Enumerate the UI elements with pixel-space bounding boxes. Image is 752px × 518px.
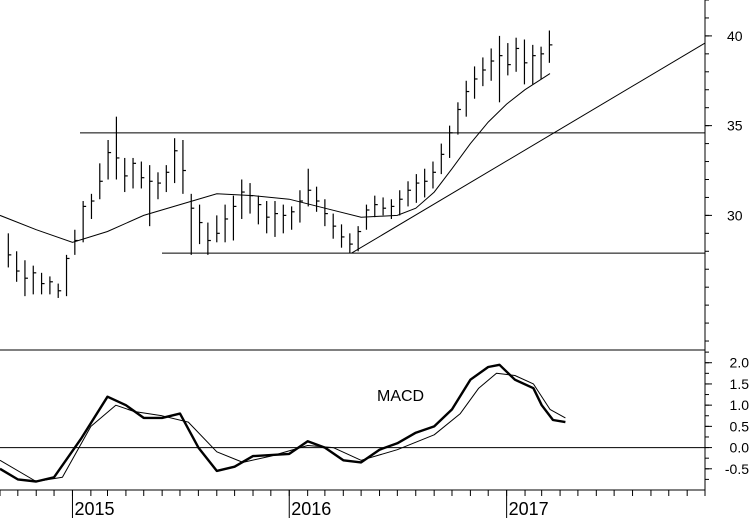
macd-label: MACD (377, 388, 424, 405)
price-bar (465, 80, 470, 117)
price-bar (307, 168, 312, 207)
price-bar (115, 116, 120, 180)
year-tick-label: 2016 (291, 499, 331, 518)
price-bar (107, 140, 112, 180)
price-bar (16, 251, 20, 282)
price-bar (507, 43, 511, 76)
price-bar (498, 35, 503, 103)
price-bar (374, 195, 378, 218)
price-bar (523, 39, 528, 85)
price-bar (424, 168, 428, 198)
price-bar (207, 222, 211, 255)
macd-tick-label: 1.5 (730, 376, 750, 392)
price-bar (57, 283, 62, 298)
price-bar (232, 195, 237, 241)
price-bar (32, 265, 37, 295)
price-bar (99, 163, 103, 200)
price-bar (140, 161, 145, 189)
price-bars (7, 30, 553, 298)
macd-lines (0, 363, 566, 483)
price-bar (349, 233, 353, 254)
price-bar (432, 161, 436, 189)
price-bar (40, 272, 45, 295)
price-bar (340, 224, 345, 248)
price-bar (457, 102, 461, 135)
year-tick-label: 2015 (74, 499, 114, 518)
price-bar (282, 204, 287, 234)
macd-axis-ticks: 2.0 1.5 1.0 0.5 0.0 -0.5 (705, 351, 750, 480)
price-bar (7, 233, 12, 268)
price-tick-label: 40 (727, 28, 743, 44)
price-bar (65, 254, 70, 297)
price-bar (332, 213, 337, 239)
trendline-group (351, 42, 706, 254)
price-bar (315, 186, 320, 212)
macd-tick-label: 2.0 (730, 355, 750, 371)
price-bar (24, 260, 28, 297)
price-bar (190, 193, 195, 255)
price-axis-ticks: 30 35 40 (705, 0, 743, 342)
price-bar (532, 44, 536, 85)
price-bar (82, 201, 87, 243)
year-tick-label: 2017 (509, 499, 549, 518)
price-bar (257, 195, 262, 225)
price-bar (165, 165, 170, 193)
price-bar (548, 30, 553, 63)
price-bar (90, 193, 95, 219)
price-bar (266, 201, 270, 234)
price-bar (515, 37, 520, 72)
price-bar (291, 206, 295, 230)
price-bar (216, 215, 220, 243)
price-bar (399, 190, 403, 216)
price-bar (49, 276, 53, 295)
price-bar (124, 157, 128, 193)
rising-trendline (351, 42, 706, 254)
price-bar (490, 48, 495, 81)
price-bar (540, 46, 545, 79)
price-bar (132, 157, 137, 189)
macd-tick-label: 1.0 (730, 397, 750, 413)
signal-line (0, 372, 566, 482)
price-bar (274, 201, 278, 237)
price-bar (182, 140, 186, 194)
price-bar (473, 66, 478, 99)
price-bar (382, 197, 387, 216)
price-bar (241, 179, 245, 219)
price-bar (324, 199, 328, 227)
macd-tick-label: 0.0 (730, 440, 750, 456)
macd-panel: 2.0 1.5 1.0 0.5 0.0 -0.5 MACD (0, 350, 749, 490)
price-tick-label: 35 (727, 118, 743, 134)
price-bar (224, 204, 229, 243)
support-resistance-lines (80, 132, 705, 254)
price-bar (198, 204, 203, 245)
moving-average-line (0, 73, 551, 243)
price-bar (299, 190, 303, 223)
price-bar (249, 183, 254, 214)
price-bar (74, 229, 78, 255)
price-bar (449, 125, 453, 158)
moving-average-group (0, 73, 551, 243)
macd-tick-label: -0.5 (725, 461, 749, 477)
price-bar (482, 57, 486, 87)
price-bar (415, 174, 420, 203)
date-axis-ticks: 2015 2016 2017 (0, 490, 706, 518)
price-bar (440, 143, 445, 175)
price-bar (357, 226, 362, 252)
price-bar (407, 181, 412, 207)
macd-tick-label: 0.5 (730, 418, 750, 434)
price-bar (174, 138, 178, 184)
price-bar (149, 165, 153, 227)
price-tick-label: 30 (727, 207, 743, 223)
macd-line (0, 363, 566, 483)
price-panel: 30 35 40 (0, 0, 743, 350)
price-bar (157, 172, 161, 200)
